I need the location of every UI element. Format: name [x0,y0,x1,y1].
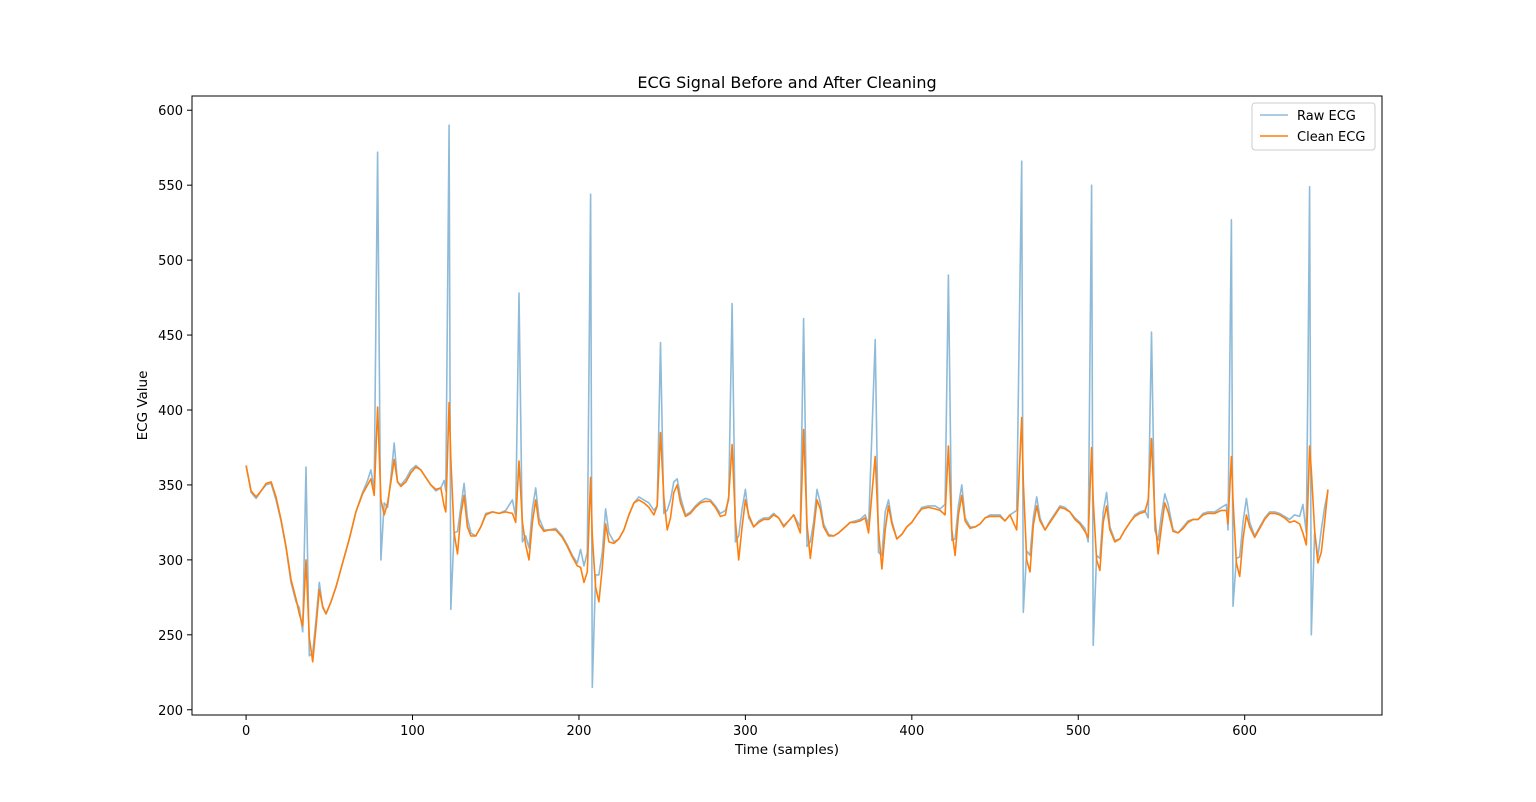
x-tick-label: 100 [400,724,425,739]
y-tick-label: 500 [158,254,183,269]
legend-label-clean: Clean ECG [1297,130,1365,145]
legend-label-raw: Raw ECG [1297,109,1356,124]
x-tick-label: 400 [899,724,924,739]
y-axis: 200 250 300 350 400 450 500 550 600 [158,104,192,719]
y-tick-label: 300 [158,554,183,569]
x-tick-label: 0 [242,724,250,739]
x-axis: 0 100 200 300 400 500 600 [242,715,1257,739]
y-tick-label: 250 [158,629,183,644]
legend: Raw ECG Clean ECG [1251,102,1376,151]
y-tick-label: 450 [158,329,183,344]
x-tick-label: 500 [1066,724,1091,739]
y-tick-label: 550 [158,179,183,194]
y-axis-label: ECG Value [135,371,151,441]
x-tick-label: 300 [733,724,758,739]
plot-frame [191,95,1383,716]
x-axis-label: Time (samples) [734,742,839,758]
x-tick-label: 200 [567,724,592,739]
chart-title: ECG Signal Before and After Cleaning [637,73,936,92]
y-tick-label: 200 [158,704,183,719]
series-layer [245,124,1329,689]
y-tick-label: 600 [158,104,183,119]
y-tick-label: 350 [158,479,183,494]
x-tick-label: 600 [1232,724,1257,739]
y-tick-label: 400 [158,404,183,419]
series-line-clean-ecg [245,401,1329,663]
plot-area [192,96,1382,715]
